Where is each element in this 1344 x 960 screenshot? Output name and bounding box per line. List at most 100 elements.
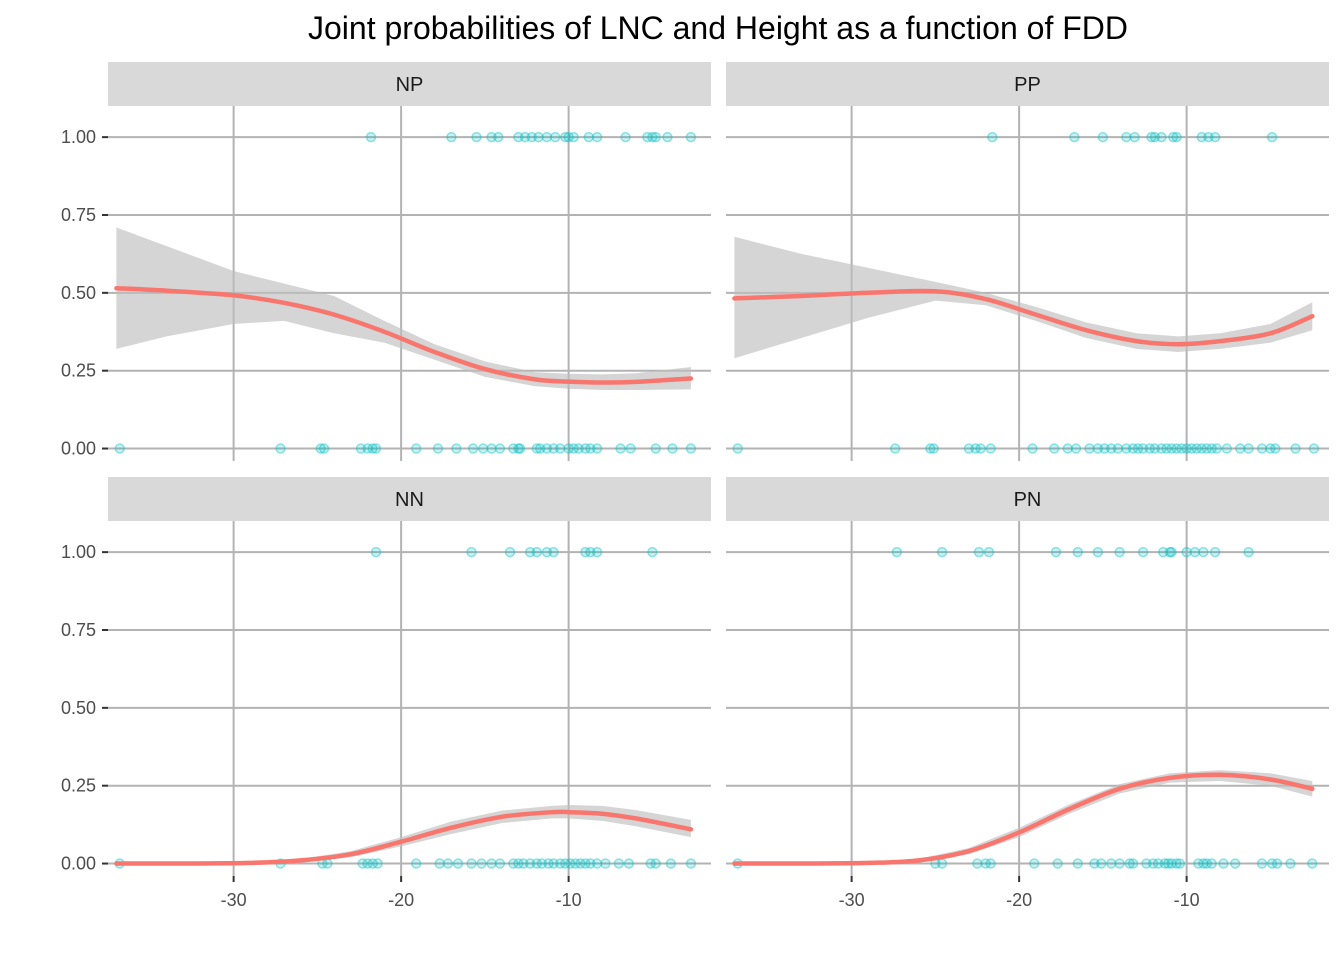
data-point (541, 546, 553, 558)
data-point (513, 443, 524, 454)
data-point (565, 858, 576, 869)
data-point (494, 443, 506, 454)
chart-title: Joint probabilities of LNC and Height as… (308, 10, 1128, 46)
data-point (928, 443, 939, 454)
data-point (549, 131, 561, 143)
data-point (1167, 131, 1179, 143)
data-point (1189, 546, 1201, 558)
data-point (434, 858, 445, 869)
facet-strip (108, 62, 711, 106)
data-point (1176, 443, 1187, 454)
data-point (451, 443, 462, 454)
data-point (1256, 443, 1268, 454)
data-point (315, 443, 326, 454)
data-point (1266, 131, 1278, 143)
data-point (526, 131, 538, 143)
data-point (524, 546, 536, 558)
data-point (471, 131, 482, 143)
data-point (519, 131, 531, 143)
data-point (1112, 443, 1124, 454)
data-point (1290, 443, 1301, 454)
data-point (573, 443, 584, 454)
facet-label: PN (1014, 489, 1042, 511)
data-point (667, 443, 678, 454)
data-point (531, 858, 543, 869)
x-tick-label: -10 (556, 890, 582, 910)
data-point (1070, 443, 1082, 454)
data-point (531, 546, 543, 558)
data-point (591, 858, 603, 869)
data-point (985, 858, 996, 869)
data-point (1203, 131, 1214, 143)
data-point (1089, 858, 1100, 869)
data-point (318, 443, 330, 454)
data-point (1191, 443, 1202, 454)
data-point (275, 443, 286, 454)
data-point (1095, 858, 1107, 869)
data-point (665, 858, 677, 869)
data-point (575, 858, 586, 869)
data-point (508, 443, 519, 454)
data-point (1166, 546, 1177, 558)
data-point (650, 858, 661, 869)
data-point (362, 858, 373, 869)
data-point (322, 858, 333, 869)
data-point (1027, 443, 1038, 454)
data-point (410, 443, 422, 454)
data-point (647, 131, 658, 143)
data-point (504, 546, 516, 558)
y-tick-label: 1.00 (61, 127, 96, 147)
data-point (1028, 858, 1040, 869)
confidence-ribbon (734, 770, 1313, 864)
data-point (548, 546, 559, 558)
y-tick-label: 0.25 (61, 361, 96, 381)
data-point (494, 858, 506, 869)
data-point (370, 546, 382, 558)
data-point (1132, 443, 1144, 454)
facet-strip (726, 62, 1329, 106)
facet-label: PP (1014, 74, 1041, 96)
data-point (1157, 546, 1169, 558)
data-point (543, 858, 554, 869)
data-point (372, 858, 383, 869)
x-tick-label: -30 (221, 890, 247, 910)
data-point (355, 443, 367, 454)
data-point (1161, 443, 1172, 454)
data-point (1159, 858, 1171, 869)
data-point (563, 443, 574, 454)
data-point (1146, 131, 1157, 143)
x-tick-label: -20 (388, 890, 414, 910)
data-point (476, 858, 487, 869)
data-point (1092, 443, 1104, 454)
data-point (585, 858, 596, 869)
data-point (650, 443, 661, 454)
data-point (1206, 443, 1217, 454)
data-point (1164, 546, 1176, 558)
data-point (1106, 443, 1117, 454)
smooth-line (114, 809, 694, 866)
data-point (1218, 858, 1229, 869)
data-point (1156, 131, 1167, 143)
data-point (518, 858, 529, 869)
data-point (1243, 546, 1254, 558)
data-point (623, 858, 635, 869)
data-point (983, 546, 995, 558)
data-point (1114, 858, 1125, 869)
data-point (513, 131, 524, 143)
data-point (1209, 131, 1221, 143)
data-point (568, 131, 579, 143)
data-point (1256, 858, 1268, 869)
x-tick-label: -20 (1006, 890, 1032, 910)
data-point (1149, 443, 1161, 454)
data-point (936, 546, 948, 558)
data-point (514, 443, 526, 454)
data-point (1196, 131, 1207, 143)
data-point (925, 443, 936, 454)
data-point (531, 443, 543, 454)
data-point (732, 443, 743, 454)
data-point (1266, 858, 1278, 869)
data-point (1149, 131, 1161, 143)
data-point (585, 443, 596, 454)
confidence-ribbon (734, 236, 1313, 359)
data-point (625, 443, 636, 454)
